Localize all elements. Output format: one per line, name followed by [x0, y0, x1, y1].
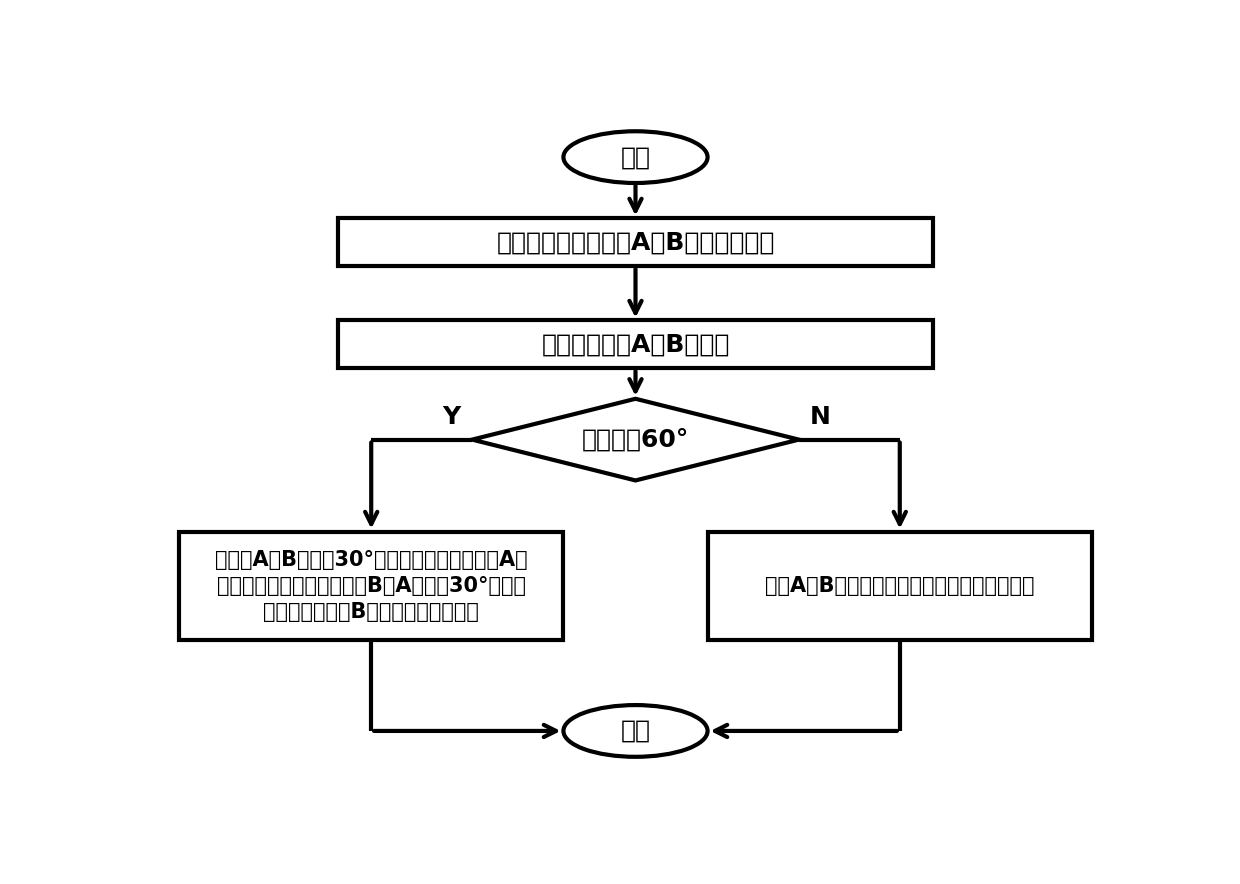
Text: 通过A和B的角平分线划分各自的判断基站类群: 通过A和B的角平分线划分各自的判断基站类群 — [765, 576, 1034, 596]
Text: 结束: 结束 — [620, 719, 651, 743]
Text: 夹角大于60°: 夹角大于60° — [582, 428, 689, 452]
Text: 开始: 开始 — [620, 145, 651, 169]
Ellipse shape — [563, 131, 708, 183]
Polygon shape — [472, 399, 799, 481]
FancyBboxPatch shape — [179, 531, 563, 640]
FancyBboxPatch shape — [708, 531, 1092, 640]
FancyBboxPatch shape — [337, 321, 934, 368]
Text: 选取由A到B角度为30°范围内的判断基站作为A方
向的判断基站类群；选取由B到A角度为30°范围内
的判断基站作为B方向的判断基站类群: 选取由A到B角度为30°范围内的判断基站作为A方 向的判断基站类群；选取由B到A… — [215, 550, 527, 622]
FancyBboxPatch shape — [337, 218, 934, 266]
Text: 计算转向方向A和B的夹角: 计算转向方向A和B的夹角 — [542, 332, 729, 356]
Text: N: N — [810, 406, 831, 430]
Text: Y: Y — [441, 406, 460, 430]
Text: 获取路口的转向方向A和B的经纬度信息: 获取路口的转向方向A和B的经纬度信息 — [496, 230, 775, 255]
Ellipse shape — [563, 705, 708, 757]
